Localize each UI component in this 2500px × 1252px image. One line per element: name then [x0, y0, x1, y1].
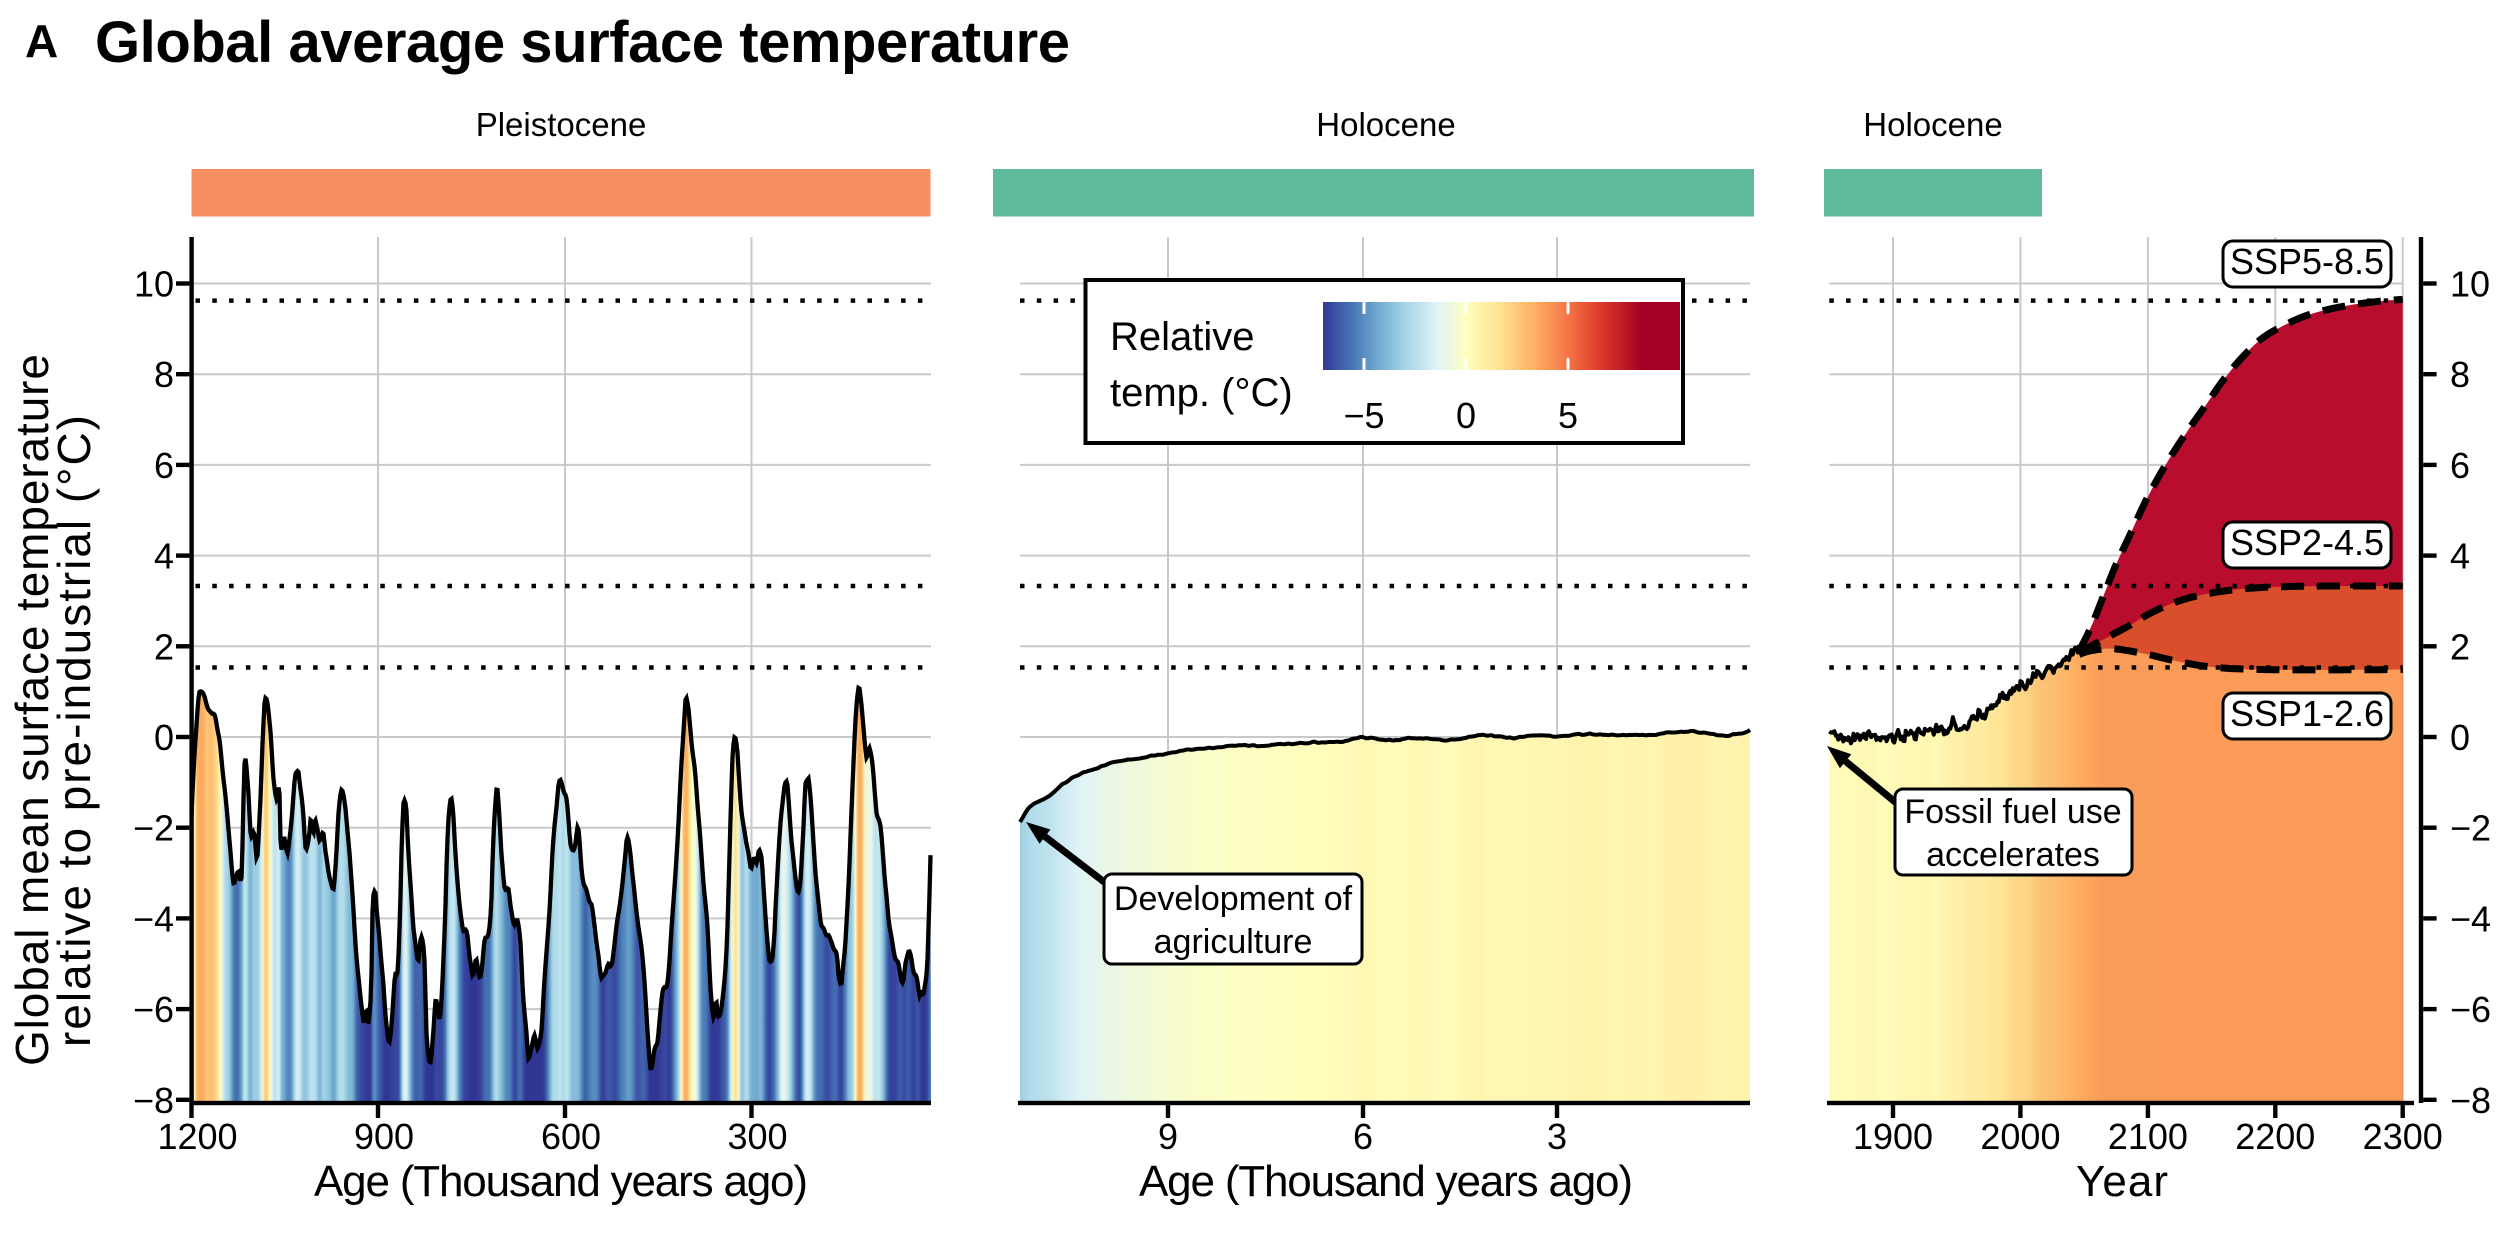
- svg-text:−5: −5: [1343, 395, 1384, 436]
- svg-text:10: 10: [2450, 264, 2490, 305]
- svg-text:4: 4: [154, 536, 174, 577]
- svg-text:Global average surface tempera: Global average surface temperature: [95, 10, 1070, 75]
- svg-text:Fossil fuel use: Fossil fuel use: [1904, 793, 2121, 831]
- svg-text:A: A: [25, 15, 58, 67]
- svg-text:0: 0: [154, 717, 174, 758]
- svg-text:5: 5: [1558, 395, 1578, 436]
- svg-text:1200: 1200: [157, 1116, 237, 1157]
- svg-text:600: 600: [541, 1116, 601, 1157]
- svg-text:9: 9: [1158, 1116, 1178, 1157]
- svg-text:2300: 2300: [2363, 1116, 2443, 1157]
- svg-text:2200: 2200: [2235, 1116, 2315, 1157]
- svg-text:2: 2: [2450, 626, 2470, 667]
- svg-text:Age (Thousand years ago): Age (Thousand years ago): [1139, 1157, 1633, 1206]
- svg-text:SSP5-8.5: SSP5-8.5: [2230, 241, 2384, 282]
- svg-text:Age (Thousand years ago): Age (Thousand years ago): [314, 1157, 808, 1206]
- svg-text:Relative: Relative: [1110, 315, 1255, 359]
- svg-text:900: 900: [354, 1116, 414, 1157]
- svg-text:−2: −2: [2450, 808, 2491, 849]
- svg-text:6: 6: [1353, 1116, 1373, 1157]
- svg-text:0: 0: [2450, 717, 2470, 758]
- svg-text:−4: −4: [2450, 898, 2491, 939]
- svg-text:−6: −6: [2450, 989, 2491, 1030]
- svg-text:relative to pre-industrial (°C: relative to pre-industrial (°C): [48, 415, 100, 1047]
- svg-text:Holocene: Holocene: [1316, 106, 1455, 143]
- svg-text:Holocene: Holocene: [1863, 106, 2002, 143]
- svg-text:Global mean surface temperatur: Global mean surface temperature: [6, 354, 58, 1066]
- svg-text:Pleistocene: Pleistocene: [476, 106, 647, 143]
- svg-text:8: 8: [2450, 354, 2470, 395]
- svg-text:−2: −2: [133, 808, 174, 849]
- svg-text:300: 300: [727, 1116, 787, 1157]
- svg-text:4: 4: [2450, 536, 2470, 577]
- svg-text:agriculture: agriculture: [1154, 923, 1313, 961]
- svg-text:0: 0: [1456, 395, 1476, 436]
- svg-text:Development of: Development of: [1114, 880, 1353, 918]
- svg-text:1900: 1900: [1853, 1116, 1933, 1157]
- svg-text:2100: 2100: [2108, 1116, 2188, 1157]
- svg-text:accelerates: accelerates: [1926, 836, 2100, 874]
- svg-text:2: 2: [154, 626, 174, 667]
- svg-text:6: 6: [154, 445, 174, 486]
- svg-text:−8: −8: [2450, 1080, 2491, 1121]
- svg-text:10: 10: [134, 264, 174, 305]
- svg-text:SSP1-2.6: SSP1-2.6: [2230, 693, 2384, 734]
- svg-text:3: 3: [1547, 1116, 1567, 1157]
- svg-text:−8: −8: [133, 1080, 174, 1121]
- svg-text:Year: Year: [2076, 1157, 2168, 1206]
- svg-text:−4: −4: [133, 898, 174, 939]
- svg-text:temp. (°C): temp. (°C): [1110, 371, 1293, 415]
- svg-text:6: 6: [2450, 445, 2470, 486]
- svg-text:−6: −6: [133, 989, 174, 1030]
- svg-text:SSP2-4.5: SSP2-4.5: [2230, 522, 2384, 563]
- svg-text:2000: 2000: [1980, 1116, 2060, 1157]
- svg-text:8: 8: [154, 354, 174, 395]
